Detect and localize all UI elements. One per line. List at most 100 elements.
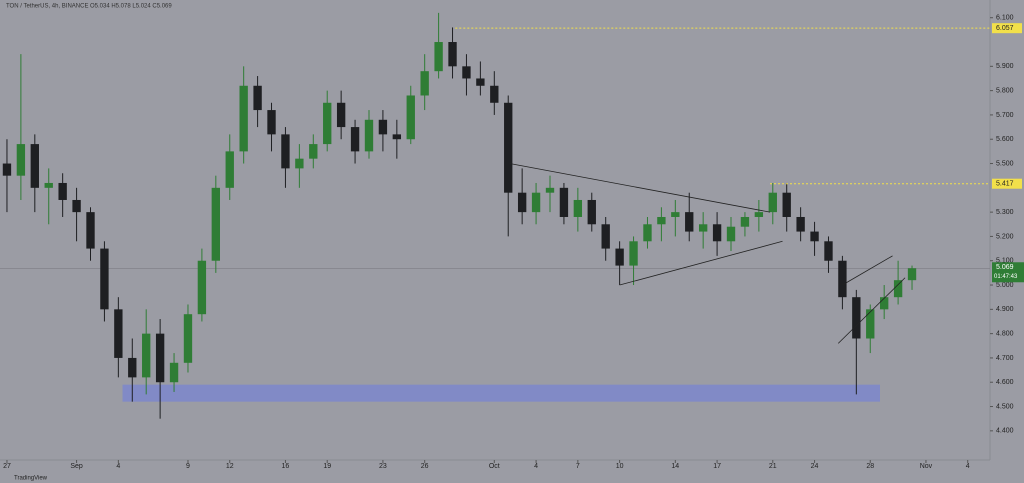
x-tick-label: 27 — [3, 463, 11, 470]
last-price-countdown: 01:47:43 — [994, 274, 1018, 280]
candle-body — [448, 42, 457, 67]
candle-body — [754, 212, 764, 217]
footer: TradingView — [14, 476, 48, 482]
y-tick-label: 5.200 — [996, 233, 1014, 240]
candle-body — [155, 333, 165, 383]
x-tick-label: 23 — [379, 463, 387, 470]
y-tick-label: 4.500 — [996, 403, 1014, 410]
x-tick-label: 7 — [576, 463, 580, 470]
y-tick-label: 4.400 — [996, 428, 1014, 435]
candle-body — [782, 192, 791, 217]
candle-body — [434, 42, 443, 72]
candle-body — [309, 144, 318, 159]
candle-body — [2, 163, 12, 176]
candle-body — [114, 309, 123, 358]
candle-body — [281, 134, 290, 169]
y-tick-label: 5.700 — [996, 112, 1014, 119]
candle-body — [810, 231, 819, 242]
candle-body — [824, 241, 833, 261]
candle-body — [197, 260, 207, 315]
candle-body — [893, 280, 903, 298]
candle-body — [420, 71, 429, 96]
price-line-label-box — [992, 23, 1022, 34]
candle-body — [183, 314, 193, 363]
candle-body — [852, 297, 861, 339]
candle-body — [128, 357, 137, 378]
candle-body — [517, 192, 527, 213]
candle-body — [698, 224, 708, 232]
x-tick-label: 4 — [966, 463, 970, 470]
y-tick-label: 6.100 — [996, 15, 1014, 22]
candle-body — [838, 260, 847, 298]
candle-body — [629, 241, 638, 266]
candle-body — [559, 187, 569, 217]
candle-body — [211, 187, 220, 261]
candle-body — [490, 85, 499, 103]
x-tick-label: 4 — [534, 463, 538, 470]
x-tick-label: 19 — [323, 463, 331, 470]
candle-body — [587, 199, 596, 225]
candle-body — [364, 119, 374, 152]
candle-body — [16, 144, 26, 176]
x-tick-label: 28 — [866, 463, 874, 470]
candle-body — [796, 216, 805, 232]
candle-body — [323, 102, 332, 145]
x-tick-label: Oct — [489, 463, 500, 470]
x-tick-label: 17 — [713, 463, 721, 470]
last-price-label: 5.069 — [996, 264, 1014, 271]
x-tick-label: 14 — [671, 463, 679, 470]
y-tick-label: 5.000 — [996, 282, 1014, 289]
x-tick-label: 21 — [769, 463, 777, 470]
price-line-label: 6.057 — [996, 25, 1014, 32]
candle-body — [295, 158, 304, 169]
candle-body — [768, 192, 777, 213]
candle-body — [462, 66, 471, 79]
candle-body — [267, 110, 276, 135]
candle-body — [615, 248, 624, 266]
candle-body — [142, 333, 151, 378]
trendline — [619, 240, 783, 286]
y-tick-label: 5.900 — [996, 63, 1014, 70]
candle-body — [601, 224, 610, 249]
chart-title: TON / TetherUS, 4h, BINANCE — [6, 4, 88, 10]
y-tick-label: 5.100 — [996, 258, 1014, 265]
candle-body — [253, 85, 262, 111]
candle-body — [573, 199, 583, 217]
candle-body — [671, 212, 680, 217]
y-tick-label: 5.500 — [996, 160, 1014, 167]
candle-body — [30, 144, 39, 188]
candle-body — [336, 102, 346, 128]
candle-body — [531, 192, 541, 213]
y-tick-label: 5.800 — [996, 87, 1014, 94]
candle-body — [880, 297, 889, 310]
trendline — [509, 163, 771, 213]
candle-body — [239, 85, 248, 152]
ohlc-readout: O5.034 H5.078 L5.024 C5.069 — [90, 4, 172, 10]
price-line-label-box — [992, 178, 1022, 189]
y-tick-label: 5.300 — [996, 209, 1014, 216]
x-tick-label: 26 — [421, 463, 429, 470]
x-tick-label: 12 — [226, 463, 234, 470]
x-tick-label: 4 — [116, 463, 120, 470]
candle-body — [726, 226, 736, 242]
x-tick-label: 10 — [616, 463, 624, 470]
candle-body — [545, 187, 555, 193]
candle-body — [643, 224, 652, 242]
trendline — [837, 277, 906, 344]
candle-body — [169, 362, 179, 383]
candle-body — [100, 248, 109, 310]
x-tick-label: 16 — [282, 463, 290, 470]
candle-body — [350, 127, 360, 152]
candle-body — [44, 182, 53, 188]
candle-body — [907, 268, 917, 281]
x-tick-label: 24 — [811, 463, 819, 470]
candle-body — [476, 78, 485, 86]
candle-body — [504, 102, 513, 193]
x-tick-label: Sep — [70, 463, 83, 470]
candle-body — [72, 199, 81, 213]
candle-body — [866, 309, 875, 339]
candle-body — [712, 224, 722, 242]
